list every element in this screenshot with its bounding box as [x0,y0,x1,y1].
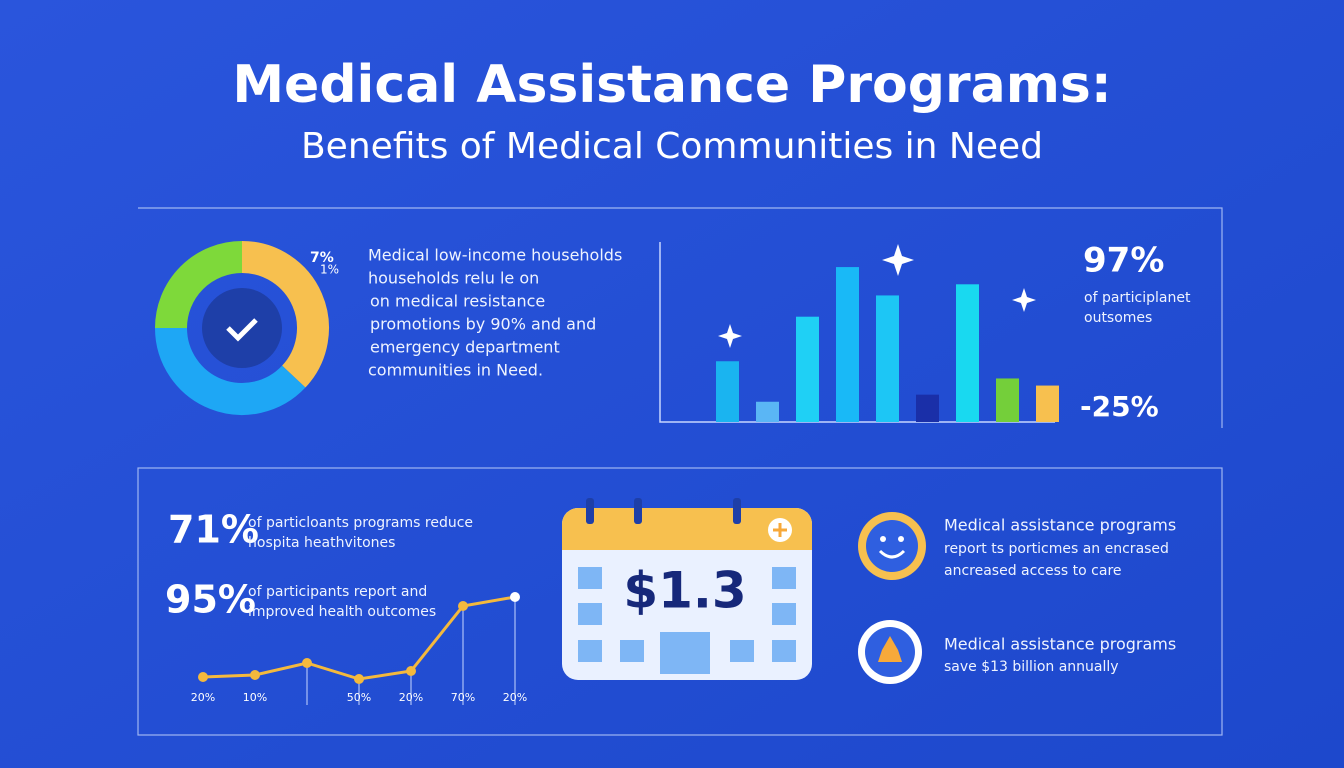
summary-line: emergency department [370,338,560,357]
stat-text: of participants report and [248,584,427,600]
donut-segment [155,327,306,415]
stat-text: improved health outcomes [248,604,436,620]
bar [1036,385,1059,422]
summary-line: on medical resistance [370,292,545,311]
item-text: Medical assistance programs [944,516,1176,535]
x-label: 10% [243,691,267,704]
stat-value: -25% [1080,390,1159,423]
x-label: 50% [347,691,371,704]
x-label: 70% [451,691,475,704]
stat-value: 95% [165,578,256,622]
stat-text: of particloants programs reduce [248,515,473,531]
smiley-icon [858,512,926,580]
stat-value: 71% [168,508,259,552]
donut-segment [155,241,243,329]
subtitle: Benefits of Medical Communities in Need [301,126,1043,167]
item-text: ancreased access to care [944,563,1122,579]
point [406,666,416,676]
stat-text: hospita heathvitones [248,535,395,551]
point [198,672,208,682]
bar [836,267,859,422]
point [302,658,312,668]
summary-line: promotions by 90% and and [370,315,596,334]
bar [916,394,939,422]
panel-border [137,467,1223,736]
x-label: 20% [191,691,215,704]
bar [996,378,1019,422]
point [354,674,364,684]
flame-icon [858,620,922,684]
check-icon [226,318,258,342]
stat-text: of participlanet [1084,290,1191,306]
stat-text: outsomes [1084,310,1152,326]
item-text: report ts porticmes an encrased [944,541,1169,557]
bar [956,284,979,422]
calendar-amount: $1.3 [623,562,746,620]
title: Medical Assistance Programs: [232,55,1111,115]
summary-line: Medical low-income households [368,246,622,265]
donut-segment [241,241,329,388]
x-label: 20% [399,691,423,704]
panel-border [138,207,1223,428]
point [510,592,520,602]
summary-line: communities in Need. [368,361,543,380]
stat-value: 97% [1083,241,1164,281]
point [250,670,260,680]
point [458,601,468,611]
bar [716,361,739,422]
item-text: save $13 billion annually [944,659,1119,675]
donut-label: 7% [310,250,334,266]
x-label: 20% [503,691,527,704]
donut-center [202,288,282,368]
donut-label: 1% [320,263,339,277]
bar [756,401,779,422]
bar [796,316,819,422]
summary-line: households relu le on [368,269,539,288]
calendar-icon [562,498,812,680]
item-text: Medical assistance programs [944,635,1176,654]
bar [876,295,899,422]
